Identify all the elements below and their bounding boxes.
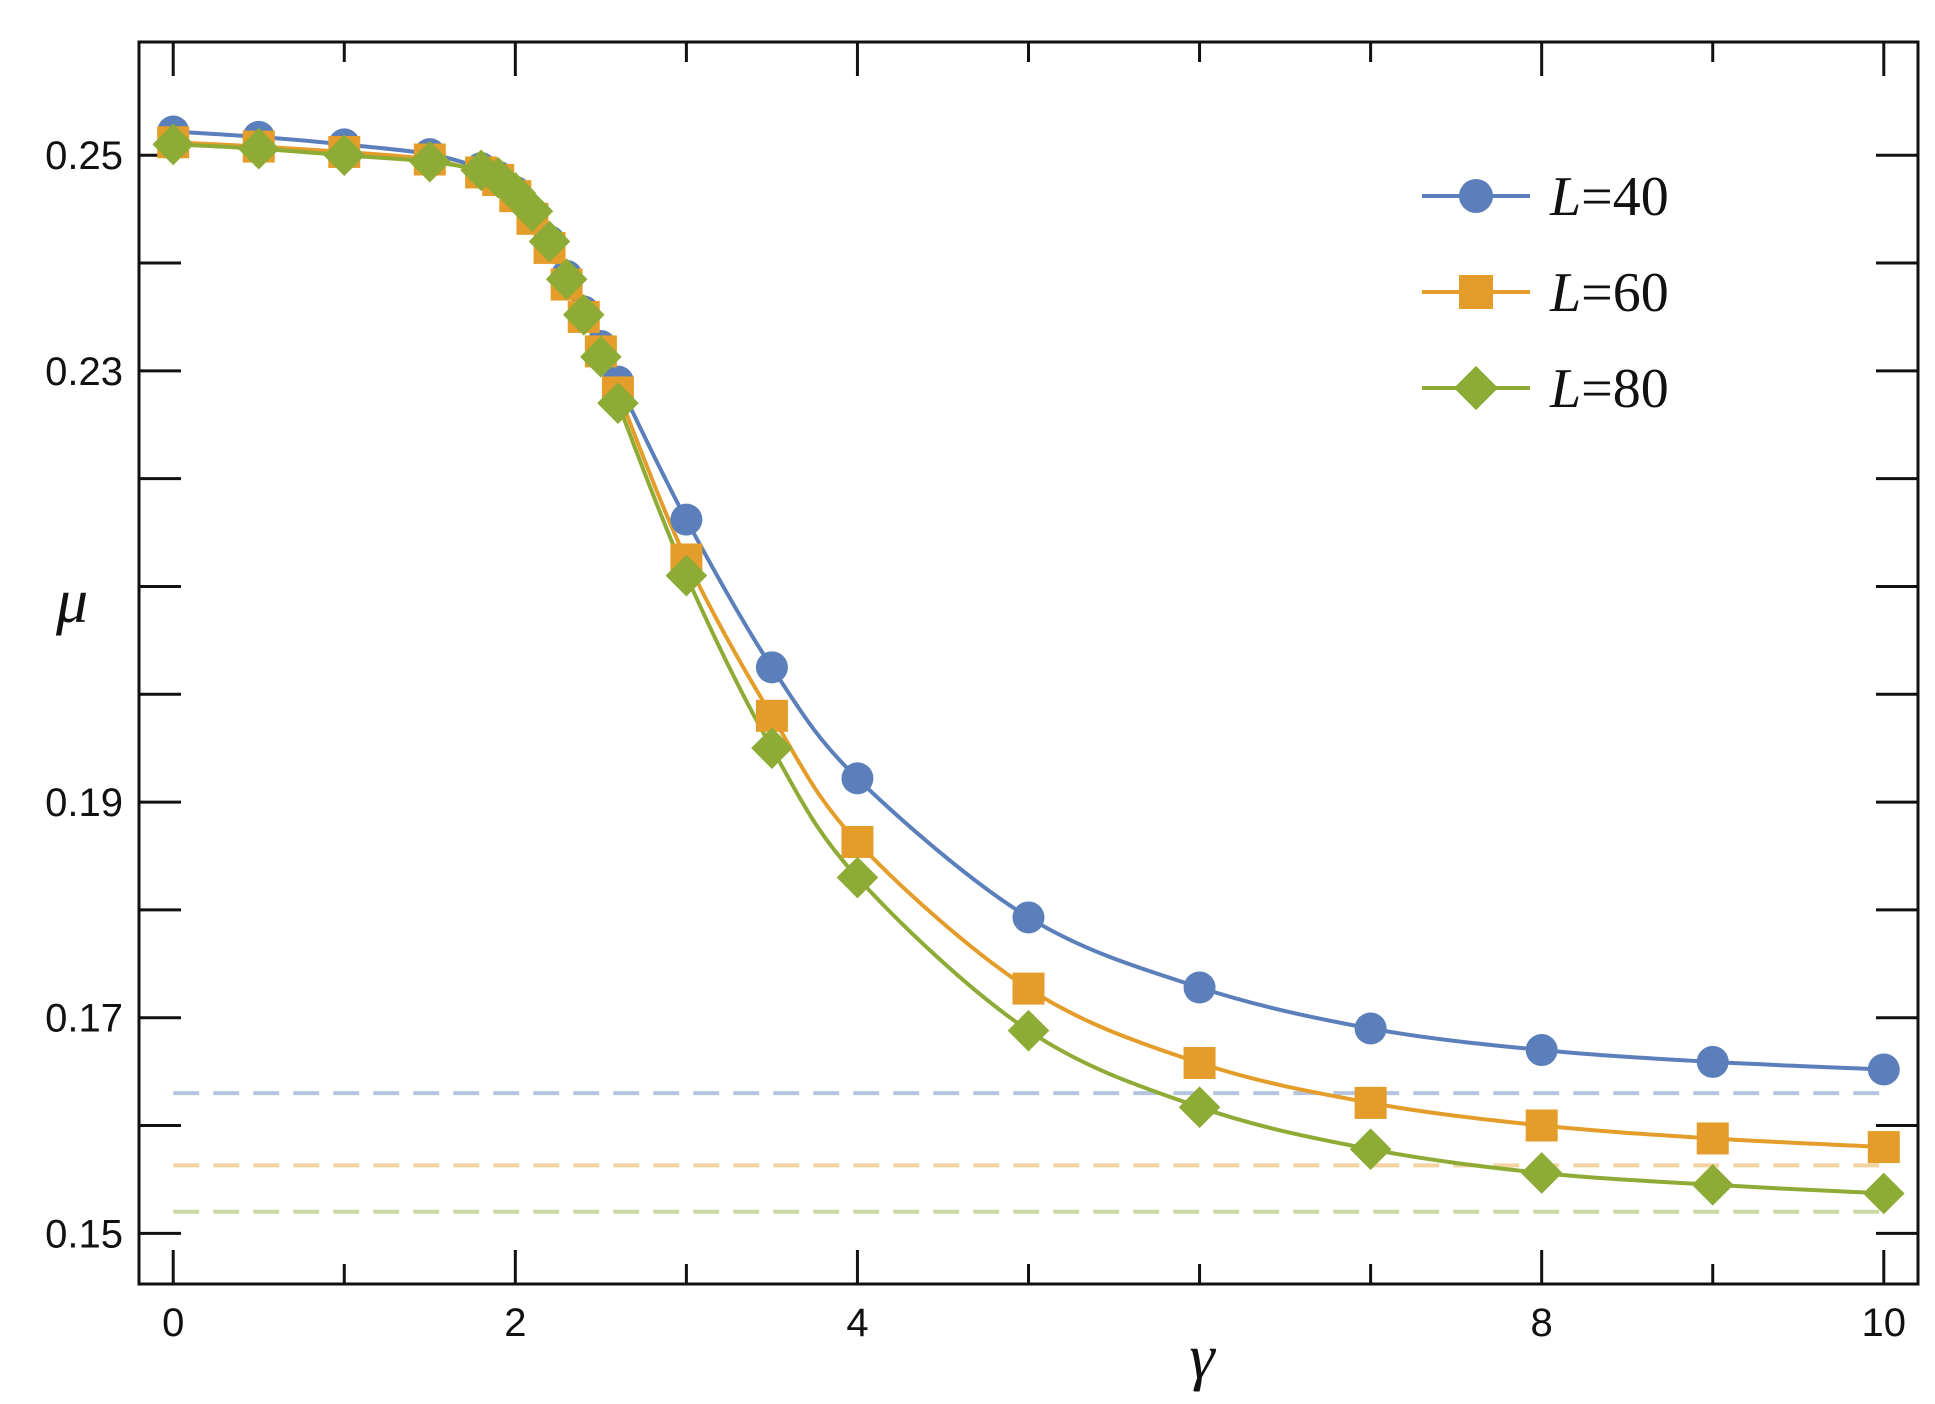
x-axis-label: γ: [1189, 1321, 1216, 1392]
data-point: [841, 762, 874, 795]
x-tick-label: 2: [504, 1301, 526, 1345]
legend-marker: [1459, 275, 1493, 309]
data-point: [323, 134, 366, 177]
data-point: [152, 123, 195, 166]
data-point: [1867, 1053, 1900, 1086]
data-point: [1012, 901, 1045, 934]
data-point: [665, 554, 708, 597]
data-point: [755, 651, 788, 684]
data-point: [597, 382, 639, 424]
legend-label: L=40: [1549, 166, 1669, 228]
data-point: [1696, 1122, 1729, 1155]
x-tick-label: 10: [1862, 1301, 1907, 1345]
data-point: [408, 140, 451, 183]
data-point: [1520, 1152, 1563, 1194]
data-point: [580, 336, 622, 378]
data-point: [1354, 1012, 1387, 1045]
axis-tick-labels: 0 2 4 8 10 0.15 0.17 0.19 0.23 0.25: [45, 134, 1906, 1345]
data-point: [1862, 1172, 1905, 1215]
data-point: [751, 727, 793, 769]
legend-label-value: =60: [1581, 262, 1669, 324]
y-tick-label: 0.19: [45, 781, 123, 825]
data-point: [528, 220, 571, 263]
legend-label-value: =40: [1581, 166, 1669, 228]
y-tick-label: 0.15: [45, 1212, 123, 1256]
x-tick-label: 0: [162, 1301, 184, 1345]
axis-ticks: [139, 42, 1918, 1284]
data-point: [1696, 1045, 1729, 1078]
data-point: [841, 825, 874, 858]
data-point: [1354, 1086, 1387, 1119]
data-point: [1183, 971, 1216, 1004]
x-tick-label: 8: [1531, 1301, 1553, 1345]
data-point: [1525, 1109, 1558, 1142]
y-tick-label: 0.23: [45, 350, 123, 394]
y-tick-label: 0.17: [45, 997, 123, 1041]
x-tick-label: 4: [846, 1301, 868, 1345]
legend-label-value: =80: [1581, 358, 1669, 420]
data-point: [836, 856, 879, 899]
legend: L=40L=60L=80: [1422, 166, 1669, 420]
data-point: [1012, 972, 1045, 1005]
data-point: [1691, 1164, 1734, 1206]
legend-label: L=60: [1549, 262, 1669, 324]
legend-label-variable: L: [1549, 358, 1581, 420]
y-tick-label: 0.25: [45, 134, 123, 178]
data-point: [1349, 1128, 1392, 1171]
legend-label-variable: L: [1549, 262, 1581, 324]
legend-marker: [1459, 179, 1493, 213]
data-point: [237, 127, 280, 170]
data-point: [545, 258, 588, 300]
y-axis-label: μ: [55, 565, 88, 636]
data-point: [1178, 1086, 1221, 1128]
data-point: [670, 503, 703, 536]
data-point: [1183, 1046, 1216, 1079]
legend-label: L=80: [1549, 358, 1669, 420]
data-point: [755, 699, 788, 732]
legend-marker: [1453, 365, 1499, 411]
data-point: [562, 293, 605, 336]
data-point: [1007, 1009, 1050, 1052]
data-point: [511, 190, 554, 233]
asymptote-lines: [173, 1091, 1884, 1214]
data-point: [1867, 1131, 1900, 1164]
legend-label-variable: L: [1549, 166, 1581, 228]
plot-frame: [137, 40, 1920, 1286]
data-point: [1525, 1034, 1558, 1067]
series-markers: [152, 115, 1905, 1215]
